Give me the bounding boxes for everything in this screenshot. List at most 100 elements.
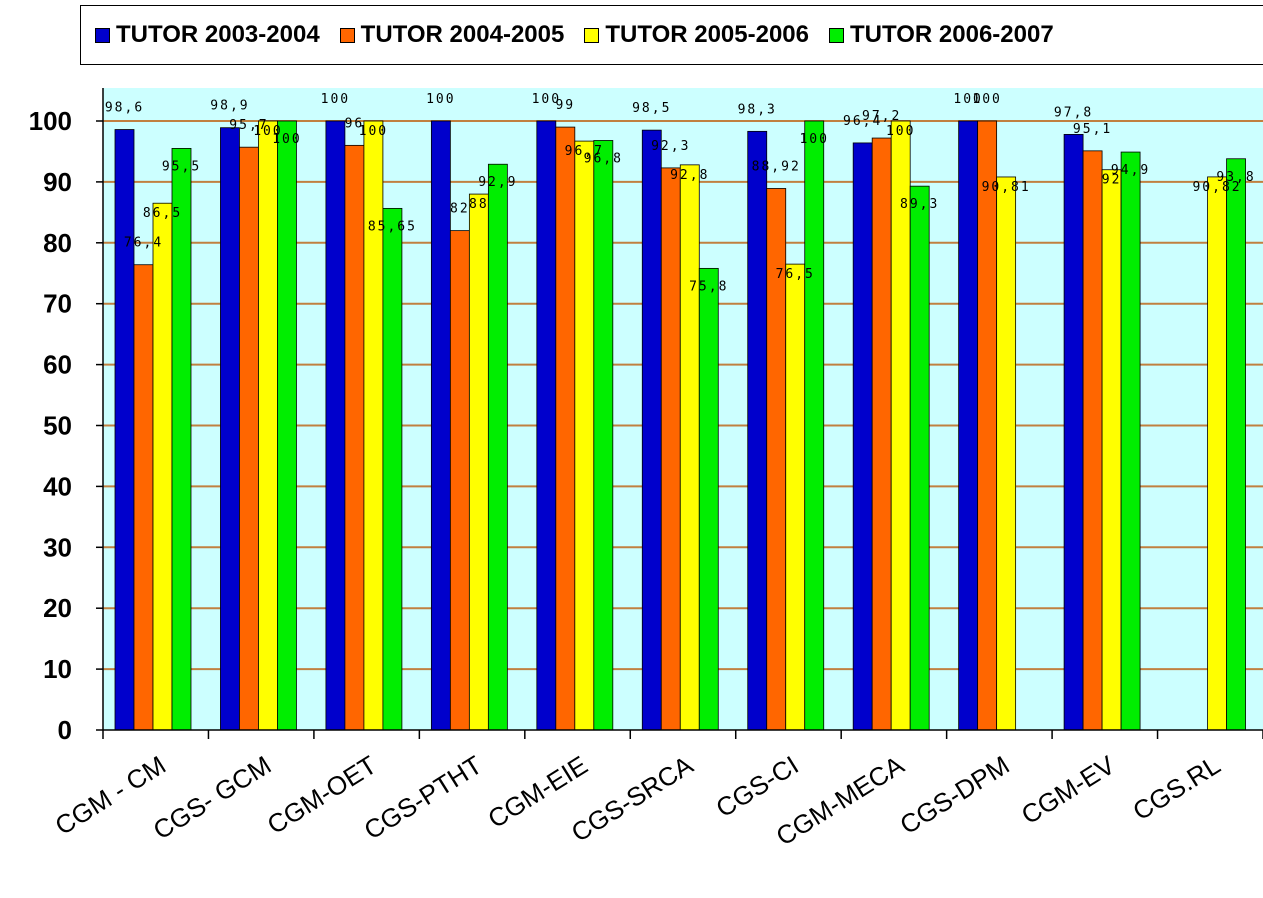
x-category-label: CGS.RL [1127,750,1225,827]
y-tick-label: 70 [43,289,72,319]
legend-label: TUTOR 2006-2007 [850,21,1054,48]
data-label: 98,5 [632,101,671,116]
data-label: 100 [532,92,561,107]
chart-legend: TUTOR 2003-2004 TUTOR 2004-2005 TUTOR 2005… [80,5,1263,65]
data-label: 76,5 [776,267,815,282]
y-tick-label: 50 [43,411,72,441]
data-label: 96,7 [565,144,604,159]
data-label: 98,3 [738,102,777,117]
legend-item: TUTOR 2006-2007 [829,21,1054,49]
bar [641,129,662,731]
data-label: 89,3 [900,197,939,212]
y-tick-label: 80 [43,228,72,258]
bar [679,164,700,731]
bar [698,267,719,731]
y-tick-label: 0 [58,715,72,745]
legend-label: TUTOR 2005-2006 [605,21,810,48]
data-label: 98,9 [210,99,249,114]
bar [220,127,240,731]
bar [1120,151,1141,731]
data-label: 97,8 [1054,105,1093,120]
y-tick-label: 90 [43,167,72,197]
bar [536,120,557,731]
data-label: 88,92 [752,159,801,174]
data-label: 85,65 [368,219,417,234]
data-label: 95,1 [1073,122,1112,137]
legend-swatch [584,27,600,43]
bar [890,120,911,731]
data-label: 75,8 [689,279,728,294]
data-label: 100 [953,92,982,107]
bar [555,126,576,731]
bar [468,193,489,731]
bar [996,176,1017,731]
data-label: 100 [886,124,915,139]
bar [382,207,403,731]
data-label: 100 [321,92,350,107]
bar [852,142,873,731]
bar [239,146,259,731]
data-label: 92,9 [478,175,517,190]
data-label: 93,8 [1216,170,1255,185]
y-tick-label: 20 [43,593,72,623]
data-label: 92,3 [651,139,690,154]
data-label: 100 [426,92,455,107]
data-label: 82 [450,202,470,217]
bar [977,120,998,731]
bar [114,129,135,731]
bar [152,202,173,731]
y-tick-label: 40 [43,471,72,501]
legend-item: TUTOR 2005-2006 [584,21,809,49]
bar [487,163,508,731]
legend-label: TUTOR 2004-2005 [360,21,565,48]
bar [133,264,154,731]
bar [1101,169,1122,731]
data-label: 100 [799,132,828,147]
bar [1063,133,1084,731]
data-label: 88 [469,197,489,212]
data-label: 96 [345,116,365,131]
data-label: 99 [555,98,575,113]
bar [325,120,346,731]
bar [1207,176,1227,731]
data-label: 90,82 [1192,180,1241,195]
bar [344,144,365,731]
y-tick-label: 30 [43,532,72,562]
data-label: 100 [272,132,301,147]
data-label: 95,5 [162,159,201,174]
bar [258,120,278,731]
bar [909,185,930,731]
bar [747,130,768,731]
data-label: 97,2 [862,109,901,124]
x-category-label: CGS-DPM [895,750,1015,841]
bar [593,140,614,731]
bar [171,148,192,731]
y-tick-label: 100 [29,106,72,136]
data-label: 86,5 [143,206,182,221]
data-label: 92,8 [670,168,709,183]
data-label: 76,4 [124,236,163,251]
legend-item: TUTOR 2004-2005 [339,21,565,49]
data-label: 98,6 [105,101,144,116]
bar [804,120,825,731]
data-label: 90,81 [982,180,1031,195]
data-label: 100 [972,92,1001,107]
legend-swatch [829,27,845,43]
data-label: 95,7 [229,118,268,133]
bar [958,120,979,731]
x-category-label: CGM-EV [1016,749,1121,830]
x-category-label: CGS-PTHT [359,750,488,846]
bar [1082,150,1103,731]
data-label: 100 [253,124,282,139]
bar [277,120,297,731]
x-category-label: CGS-CI [711,750,804,824]
bar [574,140,595,731]
legend-swatch [95,27,110,43]
data-label: 96,8 [584,151,623,166]
bar [871,137,892,731]
bar [449,230,470,731]
bar [430,120,451,731]
data-label: 92 [1102,173,1122,188]
data-label: 94,9 [1111,163,1150,178]
bar [660,167,681,731]
